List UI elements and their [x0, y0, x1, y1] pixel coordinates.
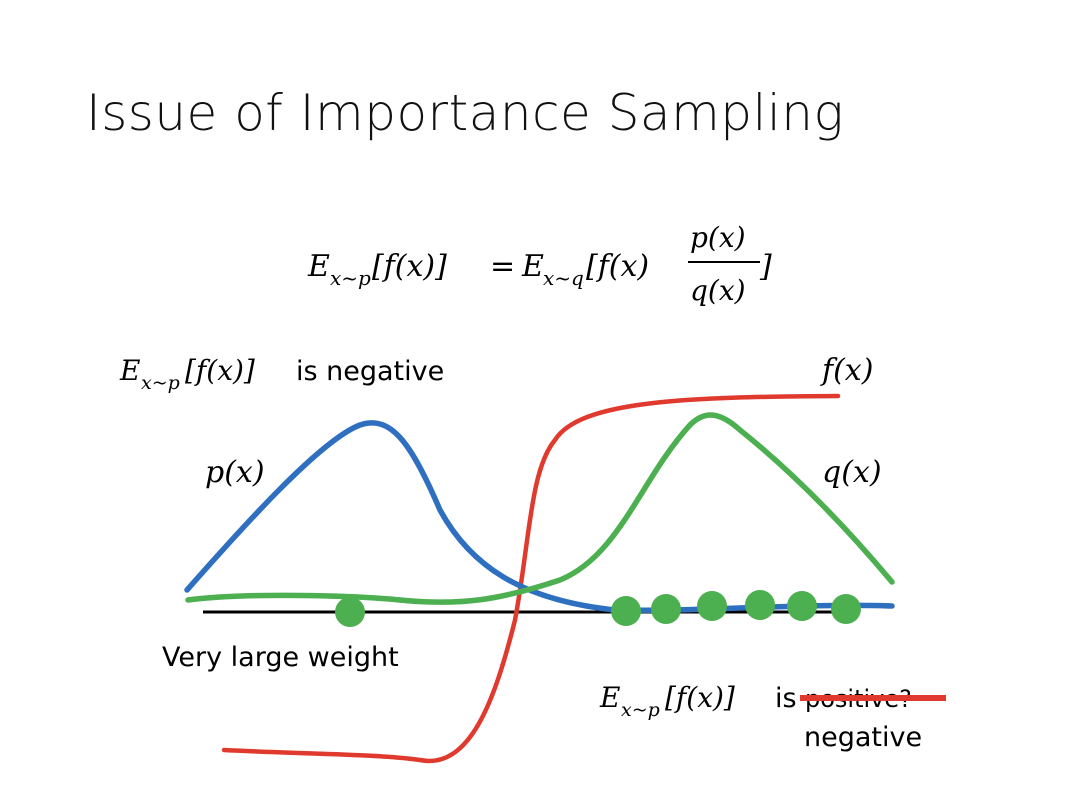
sample-point: [787, 591, 817, 621]
eq-rhs-E: E: [521, 249, 544, 284]
fx-label: f(x): [820, 353, 873, 388]
sample-point: [831, 594, 861, 624]
slide-title: Issue of Importance Sampling: [86, 84, 844, 142]
bottom-exp-E: E: [599, 681, 620, 714]
samples: [335, 590, 861, 627]
bottom-exp-sub: x~p: [621, 699, 660, 721]
eq-close-bracket: ]: [759, 249, 772, 284]
sample-point-left: [335, 597, 365, 627]
eq-lhs-E: E: [307, 249, 330, 284]
correction-label: negative: [804, 722, 922, 753]
top-exp-sub: x~p: [141, 372, 180, 394]
sample-point: [697, 591, 727, 621]
p-curve: [184, 420, 895, 614]
bottom-exp-arg: [f(x)]: [665, 681, 735, 714]
qx-label: q(x): [822, 455, 882, 490]
very-large-weight-label: Very large weight: [162, 642, 399, 673]
eq-denominator: q(x): [690, 274, 746, 307]
eq-numerator: p(x): [690, 221, 746, 254]
sample-point: [745, 590, 775, 620]
eq-rhs-sub: x~q: [543, 266, 584, 290]
eq-lhs-arg: [f(x)]: [372, 249, 447, 284]
top-exp-E: E: [119, 354, 140, 387]
f-curve: [221, 393, 841, 764]
top-expectation-label: E x~p [f(x)] is negative: [119, 354, 444, 394]
bottom-expectation-label: E x~p [f(x)] is positive? negative: [599, 681, 946, 753]
importance-sampling-equation: E x~p [f(x)] = E x~q [f(x) p(x) q(x) ]: [307, 221, 772, 307]
top-exp-suffix: is negative: [296, 356, 444, 387]
top-exp-arg: [f(x)]: [185, 354, 255, 387]
eq-equals: =: [490, 249, 515, 284]
sample-point: [611, 596, 641, 626]
sample-point: [651, 594, 681, 624]
q-curve: [185, 412, 895, 605]
px-label: p(x): [205, 455, 265, 490]
eq-lhs-sub: x~p: [330, 266, 371, 290]
bottom-exp-is: is: [775, 683, 797, 714]
eq-rhs-arg: [f(x): [586, 249, 649, 284]
